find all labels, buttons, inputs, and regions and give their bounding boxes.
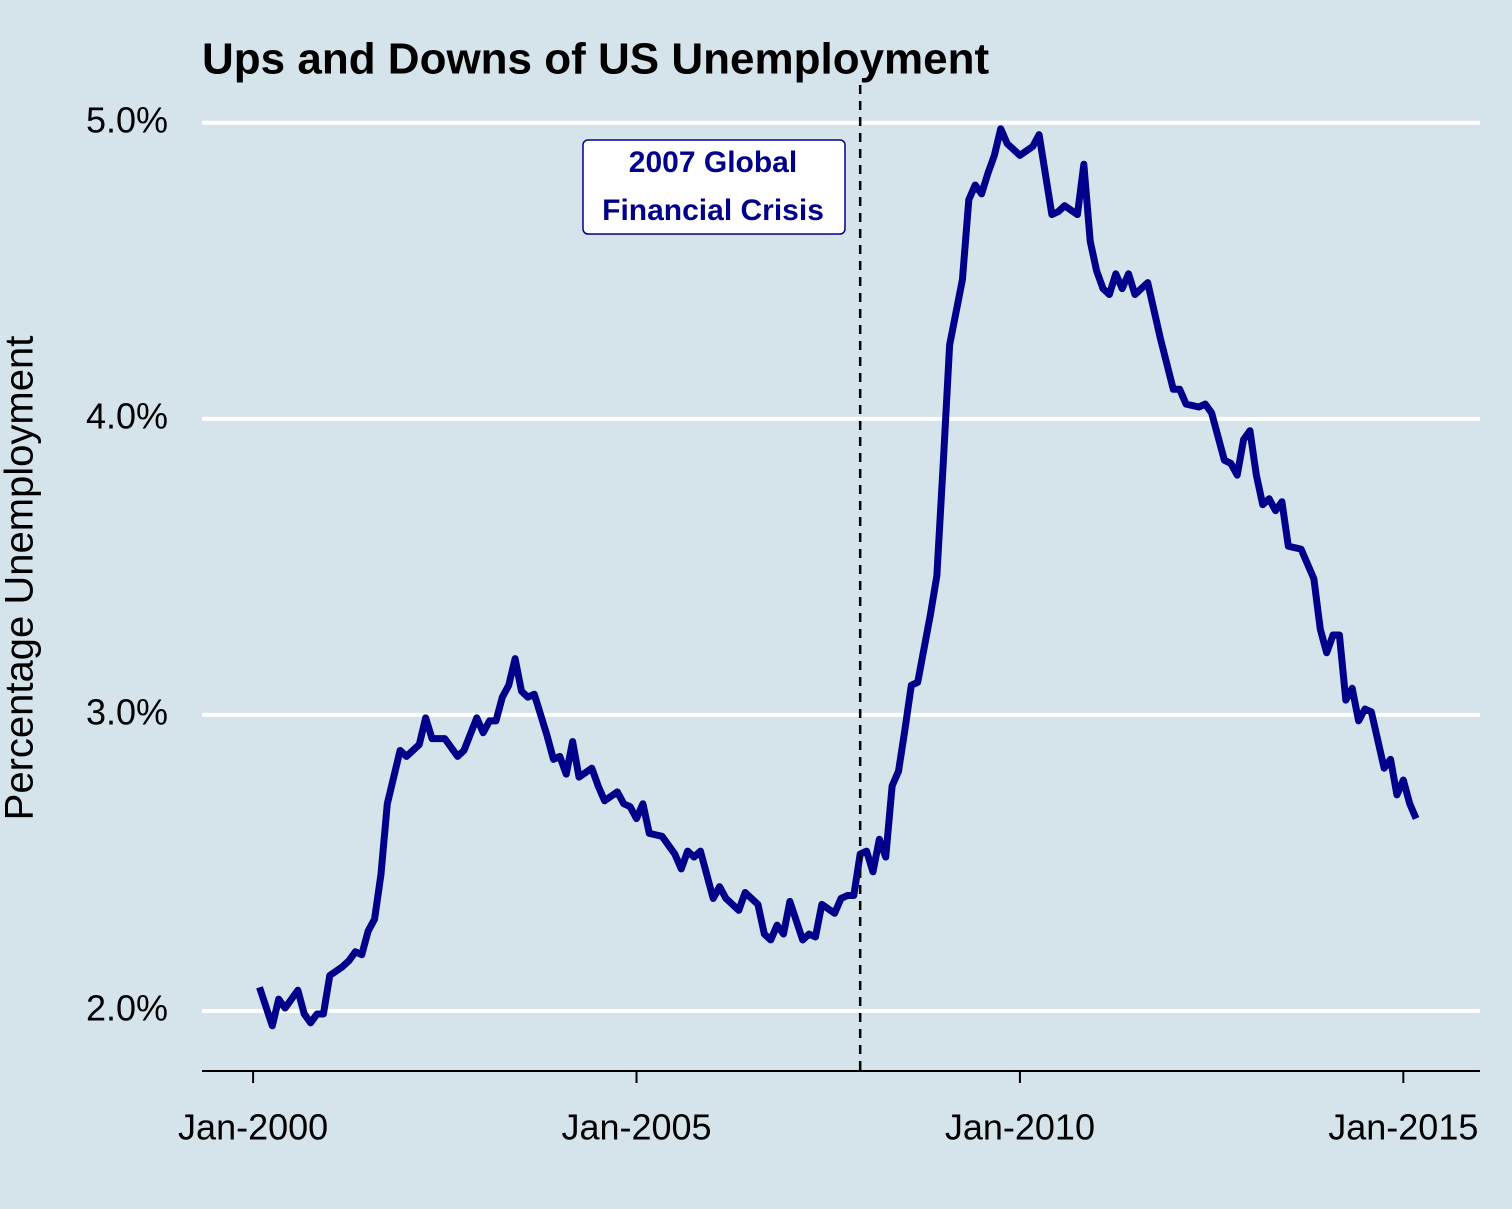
y-tick-label: 4.0% [86, 395, 168, 436]
x-tick-label: Jan-2010 [945, 1107, 1095, 1148]
y-tick-label: 3.0% [86, 691, 168, 732]
y-tick-label: 2.0% [86, 988, 168, 1029]
annotation-text: 2007 Global [629, 146, 797, 179]
x-tick-label: Jan-2000 [178, 1107, 328, 1148]
x-tick-label: Jan-2005 [561, 1107, 711, 1148]
y-axis-label: Percentage Unemployment [0, 336, 42, 821]
chart-title: Ups and Downs of US Unemployment [202, 35, 990, 84]
y-tick-label: 5.0% [86, 99, 168, 140]
x-tick-label: Jan-2015 [1328, 1107, 1478, 1148]
data-line [256, 125, 1420, 1030]
annotation-text: Financial Crisis [602, 194, 824, 227]
annotation-box [582, 139, 846, 235]
